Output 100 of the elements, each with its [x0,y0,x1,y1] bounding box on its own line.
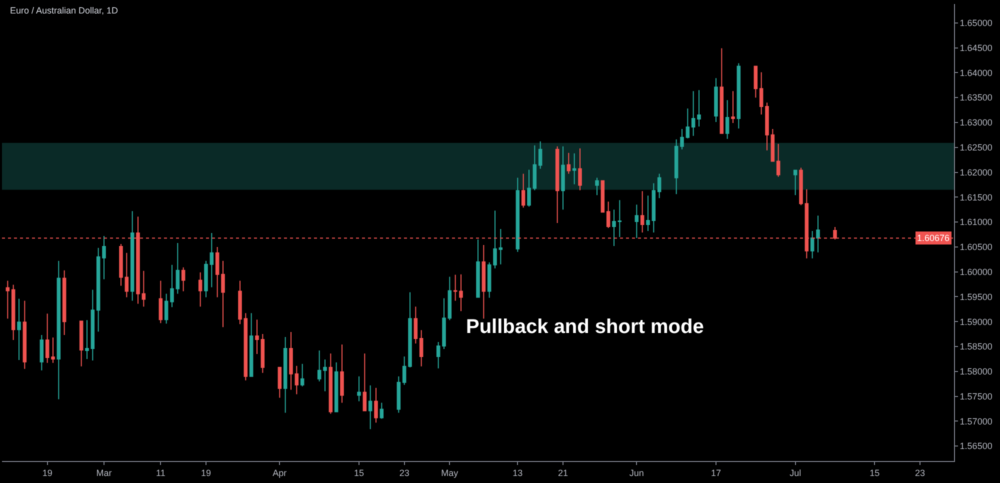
candlestick [419,330,424,367]
x-tick-label: 19 [200,468,212,478]
y-tick-label: 1.58500 [960,342,992,352]
candlestick [323,358,327,392]
candlestick [600,180,605,213]
candlestick [374,387,378,424]
candlestick [765,102,769,151]
y-tick-label: 1.60500 [960,242,992,252]
candlestick [362,352,367,412]
candlestick [176,242,180,294]
candlestick [770,128,775,162]
y-tick-label: 1.63500 [960,92,992,103]
candlestick [816,215,820,253]
y-tick-label: 1.57000 [960,416,992,426]
candlestick [357,376,361,402]
candlestick [555,146,560,224]
x-tick-label: Apr [272,468,287,478]
candlestick [674,138,678,195]
candlestick [260,334,265,374]
candlestick [300,363,304,387]
x-tick-label: 21 [558,468,568,478]
y-tick-label: 1.63000 [960,118,992,128]
candlestick [606,201,610,229]
candlestick [119,243,123,286]
candlestick [380,402,384,420]
x-tick-label: 13 [512,468,523,478]
candlestick [414,306,418,344]
y-tick-label: 1.62500 [960,142,992,153]
y-tick-label: 1.56500 [960,441,992,452]
candlestick [204,260,208,298]
candlestick [124,252,129,298]
candlestick [686,108,690,139]
candlestick [289,332,293,390]
y-tick-label: 1.58000 [960,366,992,377]
candlestick [181,266,186,292]
x-tick-label: 15 [870,468,880,478]
candlestick [725,100,730,140]
candlestick [448,276,452,321]
candlestick [652,182,656,233]
y-tick-label: 1.57500 [960,391,992,402]
annotation: Pullback and short mode [466,316,704,338]
candlestick [368,384,372,430]
candlestick [776,143,780,178]
x-tick-label: 15 [354,468,364,478]
candlestick [657,173,662,199]
candlestick [198,272,202,308]
y-tick-label: 1.59000 [960,316,992,327]
y-tick-label: 1.62000 [960,167,992,178]
candlestick [442,298,446,350]
candlestick [215,246,220,298]
y-tick-label: 1.61500 [960,192,992,202]
candlestick [164,293,168,324]
candlestick [249,312,254,378]
candlestick [527,169,531,208]
candlestick [754,66,758,98]
chart-title: Euro / Australian Dollar, 1D [10,6,119,16]
candlestick [799,167,803,206]
candlestick [158,280,163,324]
candlestick [238,280,242,325]
candlestick [566,152,571,174]
candlestick [436,342,440,369]
candlestick [532,144,537,191]
candlestick [538,140,542,170]
ref-line-label: 1.60676 [917,233,950,243]
candlestick [255,319,259,354]
candlestick [283,336,288,414]
candlestick [634,204,639,238]
candlestick [210,232,214,288]
x-tick-label: 23 [914,468,926,478]
candlestick [646,195,650,232]
candlestick [487,262,492,298]
candlestick [720,48,724,134]
candlestick [396,376,401,414]
candlestick [278,366,282,398]
candlestick [221,260,225,328]
candlestick [453,274,458,302]
candlestick [759,72,764,116]
candlestick [516,177,520,252]
candlestick [170,264,174,308]
candlestick [691,90,696,136]
candlestick [793,170,798,196]
candlestick [578,148,582,191]
x-tick-label: 11 [156,468,166,478]
candlestick [244,312,248,381]
candlestick [482,244,486,320]
candlestick [697,90,701,127]
x-tick-label: Jul [790,468,802,478]
candlestick [142,270,146,308]
candlestick [680,128,684,150]
y-tick-label: 1.64500 [960,42,992,53]
y-tick-label: 1.60000 [960,266,992,277]
candlestick [640,190,644,233]
candlestick [736,62,741,129]
x-tick-label: 23 [399,468,410,478]
candlestick [572,152,576,185]
candlestick [408,292,412,368]
y-tick-label: 1.65000 [960,18,992,28]
y-tick-label: 1.61000 [960,217,992,228]
candlestick [612,209,616,246]
x-tick-label: 19 [42,468,52,478]
